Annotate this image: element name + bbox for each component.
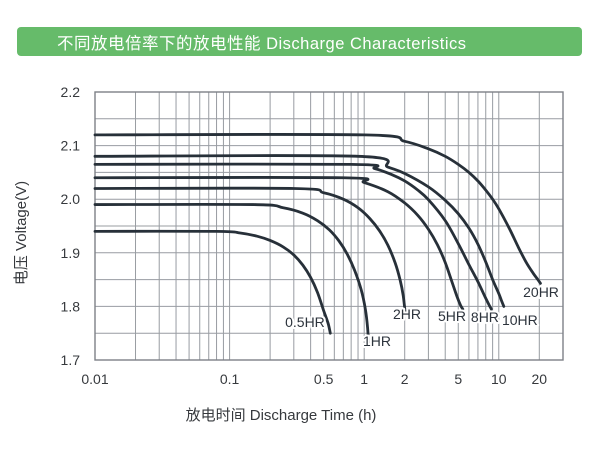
x-tick-label-0.1: 0.1 — [220, 371, 240, 387]
title-banner: 不同放电倍率下的放电性能 Discharge Characteristics — [17, 27, 582, 56]
x-tick-label-10: 10 — [491, 371, 507, 387]
page-title: 不同放电倍率下的放电性能 Discharge Characteristics — [57, 34, 467, 53]
plot-border — [94, 91, 564, 361]
curve-label-8HR: 8HR — [471, 309, 499, 325]
y-axis-tick-labels: 2.2 2.1 2.0 1.9 1.8 1.7 — [61, 84, 81, 368]
curve-label-20HR: 20HR — [523, 284, 559, 300]
x-axis-tick-labels: 0.01 0.1 0.5 1 2 5 10 20 — [81, 371, 547, 387]
x-tick-label-2: 2 — [401, 371, 409, 387]
y-tick-label-1.9: 1.9 — [61, 245, 81, 261]
y-tick-label-2.1: 2.1 — [61, 138, 81, 154]
curve-label-2HR: 2HR — [393, 306, 421, 322]
discharge-curve-8HR — [93, 162, 493, 311]
x-tick-label-20: 20 — [532, 371, 548, 387]
x-tick-label-1: 1 — [360, 371, 368, 387]
discharge-curve-20HR — [93, 133, 542, 285]
discharge-curve-0.5HR — [93, 229, 332, 335]
curve-label-0.5HR: 0.5HR — [285, 314, 325, 330]
x-tick-label-5: 5 — [454, 371, 462, 387]
y-tick-label-2.0: 2.0 — [61, 191, 81, 207]
y-tick-label-2.2: 2.2 — [61, 84, 81, 100]
discharge-curve-5HR — [93, 176, 465, 311]
y-axis-title: 电压 Voltage(V) — [13, 181, 30, 285]
curve-label-10HR: 10HR — [502, 312, 538, 328]
curve-label-5HR: 5HR — [438, 308, 466, 324]
discharge-curves — [93, 133, 542, 348]
curve-label-1HR: 1HR — [363, 333, 391, 349]
x-tick-label-0.5: 0.5 — [314, 371, 334, 387]
x-tick-label-0.01: 0.01 — [81, 371, 108, 387]
x-axis-title: 放电时间 Discharge Time (h) — [186, 407, 377, 424]
discharge-curve-10HR — [93, 154, 506, 308]
discharge-curve-2HR — [93, 186, 407, 316]
discharge-curve-1HR — [93, 202, 371, 348]
y-tick-label-1.8: 1.8 — [61, 298, 81, 314]
y-tick-label-1.7: 1.7 — [61, 352, 81, 368]
